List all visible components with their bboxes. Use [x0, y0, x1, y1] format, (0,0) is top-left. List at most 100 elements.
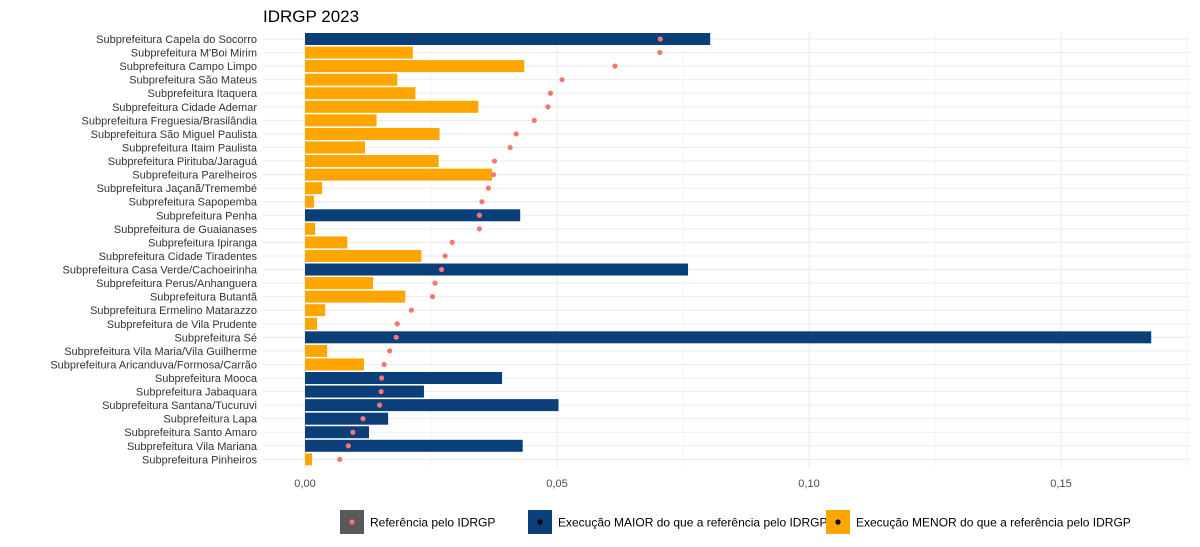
grid-layer	[263, 32, 1190, 468]
ref-point-subprefeitura-ipiranga	[449, 239, 455, 245]
bar-subprefeitura-sao-miguel-paulista	[305, 127, 440, 140]
legend-dot-referencia	[349, 519, 355, 525]
ref-point-subprefeitura-lapa	[360, 416, 366, 422]
bar-subprefeitura-itaquera	[305, 87, 416, 100]
legend-dot-menor	[835, 519, 841, 525]
ref-point-subprefeitura-aricanduva-formosa-carrao	[381, 361, 387, 368]
bar-subprefeitura-cidade-ademar	[305, 100, 479, 113]
category-label: Subprefeitura Cidade Tiradentes	[99, 251, 258, 263]
ref-point-subprefeitura-pinheiros	[337, 456, 343, 462]
ref-point-subprefeitura-campo-limpo	[612, 63, 618, 69]
bar-subprefeitura-lapa	[305, 412, 389, 425]
legend-dot-maior	[537, 519, 543, 525]
bar-subprefeitura-casa-verde-cachoeirinha	[305, 263, 689, 276]
ref-point-subprefeitura-de-vila-prudente	[394, 321, 400, 327]
bar-subprefeitura-jacana-tremembe	[305, 182, 323, 195]
bar-subprefeitura-pinheiros	[305, 453, 313, 466]
ref-point-subprefeitura-vila-maria-vila-guilherme	[387, 348, 393, 354]
bar-subprefeitura-butanta	[305, 290, 406, 303]
ref-point-subprefeitura-se	[393, 334, 399, 340]
legend-label-menor: Execução MENOR do que a referência pelo …	[856, 516, 1131, 530]
ref-point-subprefeitura-cidade-ademar	[545, 104, 551, 110]
bar-subprefeitura-vila-mariana	[305, 439, 523, 452]
bar-subprefeitura-aricanduva-formosa-carrao	[305, 358, 364, 371]
category-label: Subprefeitura de Guaianases	[114, 224, 258, 236]
bar-subprefeitura-vila-maria-vila-guilherme	[305, 344, 328, 357]
category-label: Subprefeitura Pirituba/Jaraguá	[108, 156, 258, 168]
category-label: Subprefeitura Parelheiros	[132, 170, 257, 182]
category-label: Subprefeitura Pinheiros	[142, 454, 257, 466]
bar-subprefeitura-perus-anhanguera	[305, 277, 374, 290]
bar-subprefeitura-se	[305, 331, 1152, 344]
ref-point-subprefeitura-itaim-paulista	[507, 144, 513, 151]
bar-subprefeitura-itaim-paulista	[305, 141, 365, 154]
ref-point-subprefeitura-perus-anhanguera	[432, 280, 438, 286]
category-label: Subprefeitura Cidade Ademar	[112, 102, 257, 114]
bar-subprefeitura-de-guaianases	[305, 222, 316, 235]
bar-subprefeitura-sao-mateus	[305, 73, 398, 86]
ref-point-subprefeitura-pirituba-jaragua	[491, 158, 498, 164]
category-label: Subprefeitura Itaim Paulista	[122, 142, 258, 154]
category-label: Subprefeitura São Miguel Paulista	[91, 129, 258, 141]
category-label: Subprefeitura de Vila Prudente	[107, 319, 257, 331]
ref-point-subprefeitura-sapopemba	[479, 199, 485, 205]
legend: Referência pelo IDRGP Execução MAIOR do …	[340, 510, 1131, 534]
legend-label-maior: Execução MAIOR do que a referência pelo …	[558, 516, 827, 530]
category-labels: Subprefeitura Capela do Socorro Subprefei…	[50, 34, 258, 466]
category-label: Subprefeitura Ipiranga	[148, 237, 258, 249]
category-label: Subprefeitura Itaquera	[148, 88, 258, 100]
bar-subprefeitura-mooca	[305, 372, 503, 384]
category-label: Subprefeitura Perus/Anhanguera	[96, 278, 258, 290]
category-label: Subprefeitura Freguesia/Brasilândia	[82, 115, 258, 127]
ref-point-subprefeitura-mooca	[379, 375, 385, 381]
x-tick-label: 0,15	[1050, 478, 1071, 490]
ref-point-subprefeitura-vila-mariana	[345, 443, 351, 449]
category-label: Subprefeitura Jabaquara	[136, 387, 258, 399]
category-label: Subprefeitura São Mateus	[129, 75, 257, 87]
ref-point-subprefeitura-penha	[476, 212, 482, 218]
ref-point-subprefeitura-jabaquara	[378, 388, 384, 395]
category-label: Subprefeitura Mooca	[155, 373, 258, 385]
legend-item-menor: Execução MENOR do que a referência pelo …	[826, 510, 1131, 534]
ref-point-subprefeitura-cidade-tiradentes	[442, 253, 448, 259]
chart-title: IDRGP 2023	[263, 7, 359, 26]
bar-subprefeitura-pirituba-jaragua	[305, 155, 439, 168]
bar-subprefeitura-sapopemba	[305, 195, 315, 208]
legend-item-maior: Execução MAIOR do que a referência pelo …	[528, 510, 827, 534]
category-label: Subprefeitura M'Boi Mirim	[131, 48, 257, 60]
category-label: Subprefeitura Lapa	[163, 414, 257, 426]
category-label: Subprefeitura Butantã	[150, 292, 258, 304]
x-tick-label: 0,05	[546, 478, 567, 490]
ref-point-subprefeitura-m-boi-mirim	[657, 49, 663, 56]
bar-subprefeitura-ipiranga	[305, 236, 348, 249]
ref-point-subprefeitura-casa-verde-cachoeirinha	[438, 266, 445, 273]
bar-subprefeitura-m-boi-mirim	[305, 46, 413, 59]
x-tick-label: 0,10	[798, 478, 819, 490]
ref-point-subprefeitura-sao-mateus	[559, 77, 565, 83]
category-label: Subprefeitura Aricanduva/Formosa/Carrão	[50, 359, 257, 371]
ref-point-subprefeitura-freguesia-brasilandia	[531, 117, 537, 123]
bar-subprefeitura-campo-limpo	[305, 60, 525, 73]
bars-layer	[305, 33, 1152, 466]
category-label: Subprefeitura Vila Mariana	[127, 441, 258, 453]
bar-subprefeitura-jabaquara	[305, 385, 424, 398]
ref-point-subprefeitura-sao-miguel-paulista	[513, 131, 519, 137]
category-label: Subprefeitura Capela do Socorro	[96, 34, 257, 46]
category-label: Subprefeitura Santo Amaro	[124, 427, 257, 439]
ref-point-subprefeitura-butanta	[429, 294, 436, 300]
bar-subprefeitura-parelheiros	[305, 168, 492, 181]
category-label: Subprefeitura Santana/Tucuruvi	[102, 400, 257, 412]
ref-point-subprefeitura-itaquera	[547, 90, 554, 96]
reference-points-layer	[337, 36, 663, 462]
x-axis-ticks: 0,00 0,05 0,10 0,15	[294, 478, 1071, 490]
legend-label-referencia: Referência pelo IDRGP	[370, 516, 495, 530]
category-label: Subprefeitura Ermelino Matarazzo	[90, 305, 257, 317]
bar-subprefeitura-capela-do-socorro	[305, 33, 711, 45]
category-label: Subprefeitura Casa Verde/Cachoeirinha	[63, 265, 258, 277]
bar-subprefeitura-freguesia-brasilandia	[305, 114, 377, 127]
category-label: Subprefeitura Vila Maria/Vila Guilherme	[64, 346, 257, 358]
legend-item-referencia: Referência pelo IDRGP	[340, 510, 495, 534]
ref-point-subprefeitura-de-guaianases	[476, 226, 482, 232]
ref-point-subprefeitura-ermelino-matarazzo	[408, 307, 414, 313]
